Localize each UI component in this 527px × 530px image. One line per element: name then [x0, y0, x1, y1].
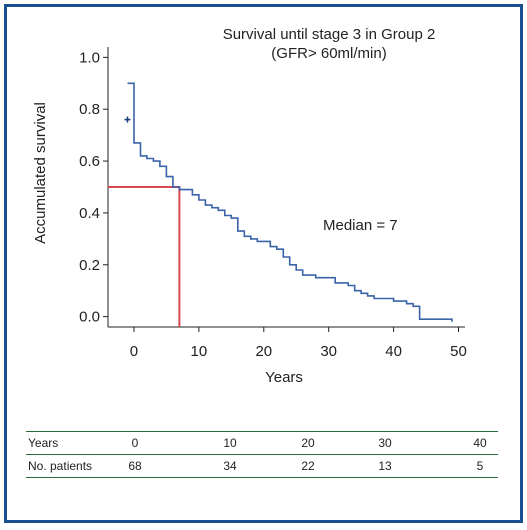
risk-table-cell: 68: [128, 459, 142, 473]
risk-table-bottom-rule: [26, 477, 498, 478]
y-tick-label: 0.6: [79, 153, 100, 170]
plot-marks: [108, 82, 453, 327]
y-axis-label: Accumulated survival: [32, 102, 49, 244]
risk-table-cell: 22: [301, 459, 315, 473]
survival-chart: Survival until stage 3 in Group 2 (GFR> …: [32, 26, 467, 386]
risk-table-years-row: Years 0 10 20 30 40: [26, 432, 498, 454]
risk-table-row-label: Years: [28, 436, 59, 450]
y-tick-label: 0.0: [79, 309, 100, 326]
x-axis-label: Years: [265, 369, 303, 386]
risk-table-patients-row: No. patients 68 34 22 13 5: [26, 455, 498, 477]
x-tick-label: 20: [255, 343, 272, 360]
risk-table-cell: 13: [378, 459, 392, 473]
risk-table-row-label: No. patients: [28, 459, 93, 473]
x-tick-label: 10: [191, 343, 208, 360]
risk-table-cell: 5: [476, 459, 484, 473]
risk-table-cell: 10: [223, 436, 237, 450]
risk-table-cell: 30: [378, 436, 392, 450]
x-tick-label: 0: [130, 343, 138, 360]
risk-table-top-rule: [26, 431, 498, 432]
y-tick-label: 1.0: [79, 49, 100, 66]
chart-title-line-1: Survival until stage 3 in Group 2: [223, 26, 436, 43]
risk-table-cell: 20: [301, 436, 315, 450]
y-tick-label: 0.2: [79, 257, 100, 274]
risk-table-cell: 34: [223, 459, 237, 473]
x-tick-label: 50: [450, 343, 467, 360]
risk-table-cell: 0: [131, 436, 139, 450]
x-tick-label: 30: [320, 343, 337, 360]
risk-table-middle-rule: [26, 454, 498, 455]
risk-table-cell: 40: [473, 436, 487, 450]
axes: 0.0 0.2 0.4 0.6 0.8 1.0 0 10 20 30 40 50: [79, 47, 467, 360]
risk-table: Years 0 10 20 30 40 No. patients 68 34 22 13 5: [26, 431, 498, 478]
y-tick-label: 0.8: [79, 101, 100, 118]
survival-curve: [127, 82, 453, 322]
y-tick-label: 0.4: [79, 205, 100, 222]
chart-title-line-2: (GFR> 60ml/min): [271, 45, 386, 62]
x-tick-label: 40: [385, 343, 402, 360]
median-guide-line: [108, 186, 181, 327]
median-annotation: Median = 7: [323, 217, 398, 234]
figure-frame: Survival until stage 3 in Group 2 (GFR> …: [4, 4, 523, 523]
